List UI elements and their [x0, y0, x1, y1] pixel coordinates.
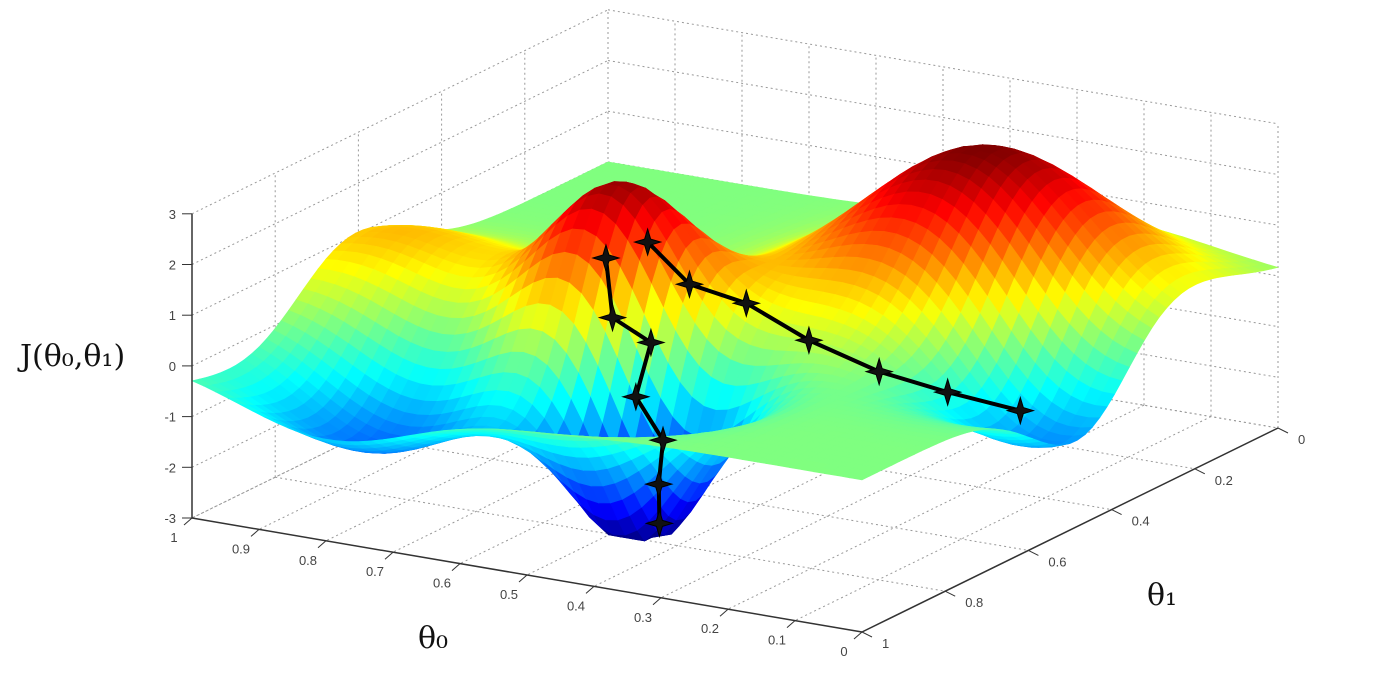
z-tick-label: 1	[169, 308, 176, 323]
x-tick-label: 0.9	[232, 541, 250, 556]
descent-step-marker	[932, 377, 963, 407]
x-tick	[384, 551, 394, 560]
x-tick	[518, 574, 528, 583]
wall-gridline	[191, 9, 609, 215]
x-tick-label: 0	[840, 644, 847, 659]
y-tick-label: 1	[882, 636, 889, 651]
z-tick-label: -2	[164, 460, 176, 475]
x-tick	[585, 586, 595, 594]
x-tick	[786, 620, 796, 628]
x-tick	[451, 563, 461, 571]
y-tick	[1028, 549, 1039, 556]
floor-gridline	[441, 395, 1112, 511]
y-tick-label: 0.2	[1215, 473, 1233, 488]
descent-step-marker	[644, 508, 675, 539]
x-tick	[317, 540, 327, 549]
floor-gridline	[607, 313, 1279, 429]
y-tick-label: 0.8	[965, 595, 983, 610]
wall-gridline	[191, 60, 609, 265]
descent-step-marker	[794, 325, 824, 355]
descent-step-marker	[591, 243, 621, 273]
floor-gridline	[727, 404, 1145, 610]
x-tick	[853, 631, 863, 640]
x-tick-label: 1	[170, 530, 177, 545]
descent-step-marker	[597, 302, 628, 333]
x-tick-label: 0.8	[299, 553, 317, 568]
x-tick-label: 0.1	[768, 633, 786, 648]
floor-gridline	[275, 476, 946, 592]
x-tick-label: 0.4	[567, 598, 585, 613]
x-tick-label: 0.2	[701, 621, 719, 636]
x-tick-label: 0.7	[366, 564, 384, 579]
descent-step-marker	[636, 327, 666, 358]
z-tick-label: 0	[169, 359, 176, 374]
wall-gridline	[607, 9, 1279, 125]
y-tick	[1277, 427, 1289, 434]
floor-gridline	[524, 354, 1195, 470]
y-axis-label: θ₁	[1147, 578, 1177, 613]
descent-step-marker	[864, 356, 894, 387]
z-tick-label: -1	[164, 410, 176, 425]
z-tick-label: 2	[169, 258, 176, 273]
y-tick	[1194, 468, 1206, 475]
cost-surface	[191, 144, 1280, 542]
x-tick-label: 0.6	[433, 576, 451, 591]
x-tick-label: 0.3	[634, 610, 652, 625]
surface-patch	[849, 473, 871, 481]
wall-gridline	[607, 110, 1279, 226]
y-axis-line	[861, 427, 1279, 633]
x-tick-label: 0.5	[500, 587, 518, 602]
x-tick	[719, 608, 729, 617]
floor-gridline	[526, 370, 944, 576]
z-tick-label: 3	[169, 207, 176, 222]
descent-paths	[591, 227, 1036, 539]
x-tick	[183, 517, 193, 526]
descent-step-marker	[648, 425, 678, 455]
y-tick-label: 0	[1298, 432, 1305, 447]
descent-step-marker	[632, 227, 663, 257]
floor-gridline	[358, 435, 1029, 551]
y-tick	[944, 590, 956, 597]
y-tick	[861, 631, 873, 638]
descent-step-marker	[621, 382, 651, 412]
x-axis-label: θ₀	[418, 621, 448, 656]
wall-gridline	[607, 60, 1279, 175]
wall-gridline	[607, 262, 1279, 378]
z-tick-label: -3	[164, 511, 176, 526]
floor-gridline	[660, 393, 1078, 599]
axes: -3 -2 -1 0 1 2 3 0 0.1 0.2 0.3 0.4 0.5 0.6 0.7 0.8 0.9 1 0…	[164, 207, 1305, 659]
y-tick	[1111, 509, 1122, 516]
floor-gridline	[794, 416, 1212, 622]
z-axis-label: J(θ₀,θ₁)	[17, 339, 125, 374]
descent-step-marker	[1005, 395, 1036, 426]
descent-step-marker	[731, 288, 762, 318]
y-tick-label: 0.4	[1132, 514, 1150, 529]
y-tick-label: 0.6	[1048, 554, 1066, 569]
x-tick	[250, 529, 260, 537]
descent-step-marker	[674, 269, 705, 299]
wall-gridline	[191, 110, 609, 316]
floor-gridline	[593, 381, 1011, 587]
x-tick	[652, 597, 662, 606]
descent-step-marker	[644, 469, 674, 499]
